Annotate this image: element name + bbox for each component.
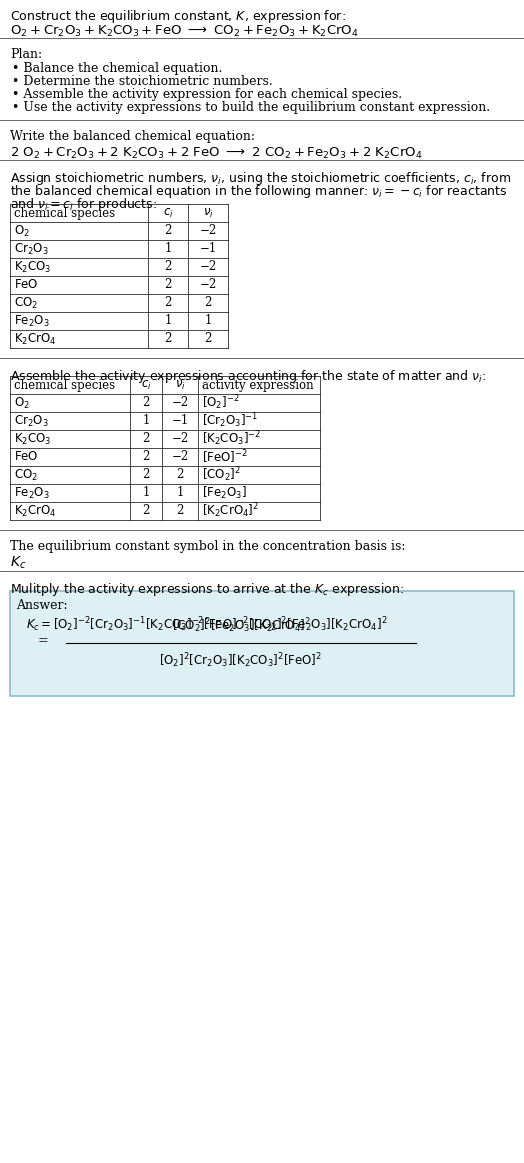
Text: Write the balanced chemical equation:: Write the balanced chemical equation: — [10, 130, 255, 143]
Text: $[\mathrm{CO_2}]^{2}[\mathrm{Fe_2O_3}][\mathrm{K_2CrO_4}]^{2}$: $[\mathrm{CO_2}]^{2}[\mathrm{Fe_2O_3}][\… — [171, 616, 311, 635]
Text: • Determine the stoichiometric numbers.: • Determine the stoichiometric numbers. — [12, 74, 273, 88]
Text: Assign stoichiometric numbers, $\nu_i$, using the stoichiometric coefficients, $: Assign stoichiometric numbers, $\nu_i$, … — [10, 170, 511, 187]
Text: 2: 2 — [165, 333, 172, 345]
Text: $\mathrm{K_2CO_3}$: $\mathrm{K_2CO_3}$ — [14, 431, 51, 447]
Text: $[\mathrm{K_2CO_3}]^{-2}$: $[\mathrm{K_2CO_3}]^{-2}$ — [202, 429, 261, 449]
Text: $\mathrm{Fe_2O_3}$: $\mathrm{Fe_2O_3}$ — [14, 314, 50, 329]
Text: 2: 2 — [176, 469, 184, 481]
Text: $\mathrm{Cr_2O_3}$: $\mathrm{Cr_2O_3}$ — [14, 242, 49, 257]
Text: Mulitply the activity expressions to arrive at the $K_c$ expression:: Mulitply the activity expressions to arr… — [10, 582, 405, 598]
Text: $\mathrm{O_2}$: $\mathrm{O_2}$ — [14, 223, 30, 238]
Text: =: = — [38, 635, 49, 648]
Text: chemical species: chemical species — [14, 378, 115, 392]
Text: 2: 2 — [176, 505, 184, 518]
Text: 1: 1 — [165, 243, 172, 256]
Text: $[\mathrm{Cr_2O_3}]^{-1}$: $[\mathrm{Cr_2O_3}]^{-1}$ — [202, 412, 258, 430]
Text: $\mathrm{K_2CrO_4}$: $\mathrm{K_2CrO_4}$ — [14, 504, 57, 519]
Text: $\mathrm{CO_2}$: $\mathrm{CO_2}$ — [14, 468, 38, 483]
Text: −2: −2 — [199, 224, 216, 237]
Text: 2: 2 — [165, 278, 172, 292]
Text: activity expression: activity expression — [202, 378, 314, 392]
Text: −2: −2 — [171, 450, 189, 464]
Text: $\mathrm{K_2CrO_4}$: $\mathrm{K_2CrO_4}$ — [14, 331, 57, 347]
Text: 2: 2 — [204, 333, 212, 345]
Text: the balanced chemical equation in the following manner: $\nu_i = -c_i$ for react: the balanced chemical equation in the fo… — [10, 183, 507, 200]
Text: $[\mathrm{CO_2}]^{2}$: $[\mathrm{CO_2}]^{2}$ — [202, 465, 241, 484]
Text: • Assemble the activity expression for each chemical species.: • Assemble the activity expression for e… — [12, 88, 402, 101]
Text: $K_c$: $K_c$ — [10, 555, 26, 571]
Text: 2: 2 — [204, 297, 212, 309]
Text: $c_i$: $c_i$ — [140, 378, 151, 392]
Text: −1: −1 — [199, 243, 216, 256]
Text: $[\mathrm{O_2}]^{-2}$: $[\mathrm{O_2}]^{-2}$ — [202, 393, 239, 413]
Text: $[\mathrm{FeO}]^{-2}$: $[\mathrm{FeO}]^{-2}$ — [202, 448, 248, 465]
Text: • Balance the chemical equation.: • Balance the chemical equation. — [12, 62, 222, 74]
Text: $\mathrm{K_2CO_3}$: $\mathrm{K_2CO_3}$ — [14, 259, 51, 274]
Text: 2: 2 — [165, 261, 172, 273]
Text: $\mathrm{FeO}$: $\mathrm{FeO}$ — [14, 278, 39, 292]
Text: $K_c = [\mathrm{O_2}]^{-2}[\mathrm{Cr_2O_3}]^{-1}[\mathrm{K_2CO_3}]^{-2}[\mathrm: $K_c = [\mathrm{O_2}]^{-2}[\mathrm{Cr_2O… — [26, 615, 387, 634]
Text: −2: −2 — [199, 278, 216, 292]
FancyBboxPatch shape — [10, 591, 514, 695]
Text: 1: 1 — [143, 414, 150, 428]
Text: −2: −2 — [199, 261, 216, 273]
Text: Answer:: Answer: — [16, 599, 68, 612]
Text: 1: 1 — [176, 486, 184, 499]
Text: $c_i$: $c_i$ — [162, 207, 173, 220]
Text: 1: 1 — [143, 486, 150, 499]
Text: and $\nu_i = c_i$ for products:: and $\nu_i = c_i$ for products: — [10, 197, 157, 213]
Text: $\mathrm{O_2}$: $\mathrm{O_2}$ — [14, 395, 30, 411]
Text: 2: 2 — [165, 224, 172, 237]
Text: $\mathrm{Fe_2O_3}$: $\mathrm{Fe_2O_3}$ — [14, 485, 50, 500]
Text: 1: 1 — [165, 314, 172, 328]
Text: 1: 1 — [204, 314, 212, 328]
Text: −2: −2 — [171, 397, 189, 409]
Text: $\mathrm{FeO}$: $\mathrm{FeO}$ — [14, 450, 39, 464]
Text: 2: 2 — [143, 433, 150, 445]
Text: $[\mathrm{O_2}]^{2}[\mathrm{Cr_2O_3}][\mathrm{K_2CO_3}]^{2}[\mathrm{FeO}]^{2}$: $[\mathrm{O_2}]^{2}[\mathrm{Cr_2O_3}][\m… — [159, 651, 323, 670]
Text: −1: −1 — [171, 414, 189, 428]
Text: 2: 2 — [143, 505, 150, 518]
Text: 2: 2 — [143, 469, 150, 481]
Text: −2: −2 — [171, 433, 189, 445]
Text: $\mathrm{CO_2}$: $\mathrm{CO_2}$ — [14, 295, 38, 311]
Text: $\mathrm{2\ O_2 + Cr_2O_3 + 2\ K_2CO_3 + 2\ FeO\ \longrightarrow\ 2\ CO_2 + Fe_2: $\mathrm{2\ O_2 + Cr_2O_3 + 2\ K_2CO_3 +… — [10, 147, 422, 162]
Text: $\nu_i$: $\nu_i$ — [174, 378, 185, 392]
Text: Construct the equilibrium constant, $\mathit{K}$, expression for:: Construct the equilibrium constant, $\ma… — [10, 8, 346, 24]
Text: $\nu_i$: $\nu_i$ — [203, 207, 213, 220]
Text: 2: 2 — [143, 450, 150, 464]
Text: The equilibrium constant symbol in the concentration basis is:: The equilibrium constant symbol in the c… — [10, 540, 406, 552]
Text: • Use the activity expressions to build the equilibrium constant expression.: • Use the activity expressions to build … — [12, 101, 490, 114]
Text: 2: 2 — [165, 297, 172, 309]
Text: $[\mathrm{Fe_2O_3}]$: $[\mathrm{Fe_2O_3}]$ — [202, 485, 247, 501]
Text: Plan:: Plan: — [10, 48, 42, 60]
Text: Assemble the activity expressions accounting for the state of matter and $\nu_i$: Assemble the activity expressions accoun… — [10, 368, 486, 385]
Text: $\mathrm{Cr_2O_3}$: $\mathrm{Cr_2O_3}$ — [14, 414, 49, 428]
Text: chemical species: chemical species — [14, 207, 115, 220]
Text: $\mathrm{O_2 + Cr_2O_3 + K_2CO_3 + FeO\ \longrightarrow\ CO_2 + Fe_2O_3 + K_2CrO: $\mathrm{O_2 + Cr_2O_3 + K_2CO_3 + FeO\ … — [10, 24, 359, 40]
Text: 2: 2 — [143, 397, 150, 409]
Text: $[\mathrm{K_2CrO_4}]^{2}$: $[\mathrm{K_2CrO_4}]^{2}$ — [202, 501, 259, 520]
